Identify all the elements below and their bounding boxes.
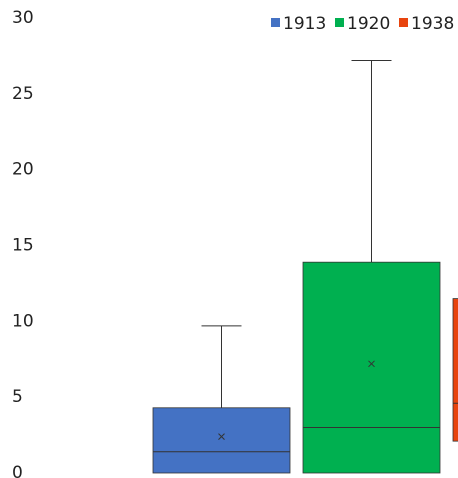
y-tick-label: 15 [12,236,34,256]
y-tick-label: 20 [12,160,34,180]
y-tick-label: 10 [12,311,34,331]
box [452,298,458,442]
legend-label: 1913 [283,14,326,34]
mean-marker [368,360,375,368]
legend-label: 1920 [347,14,390,34]
box [302,261,441,474]
y-tick-label: 25 [12,84,34,104]
legend-swatch [335,18,344,27]
y-tick-label: 0 [12,463,23,478]
legend-swatch [399,18,408,27]
box [152,407,291,474]
mean-marker [218,433,225,440]
y-tick-label: 5 [12,387,23,407]
legend-swatch [271,18,280,27]
legend-label: 1938 [411,14,454,34]
y-tick-label: 30 [12,8,34,28]
